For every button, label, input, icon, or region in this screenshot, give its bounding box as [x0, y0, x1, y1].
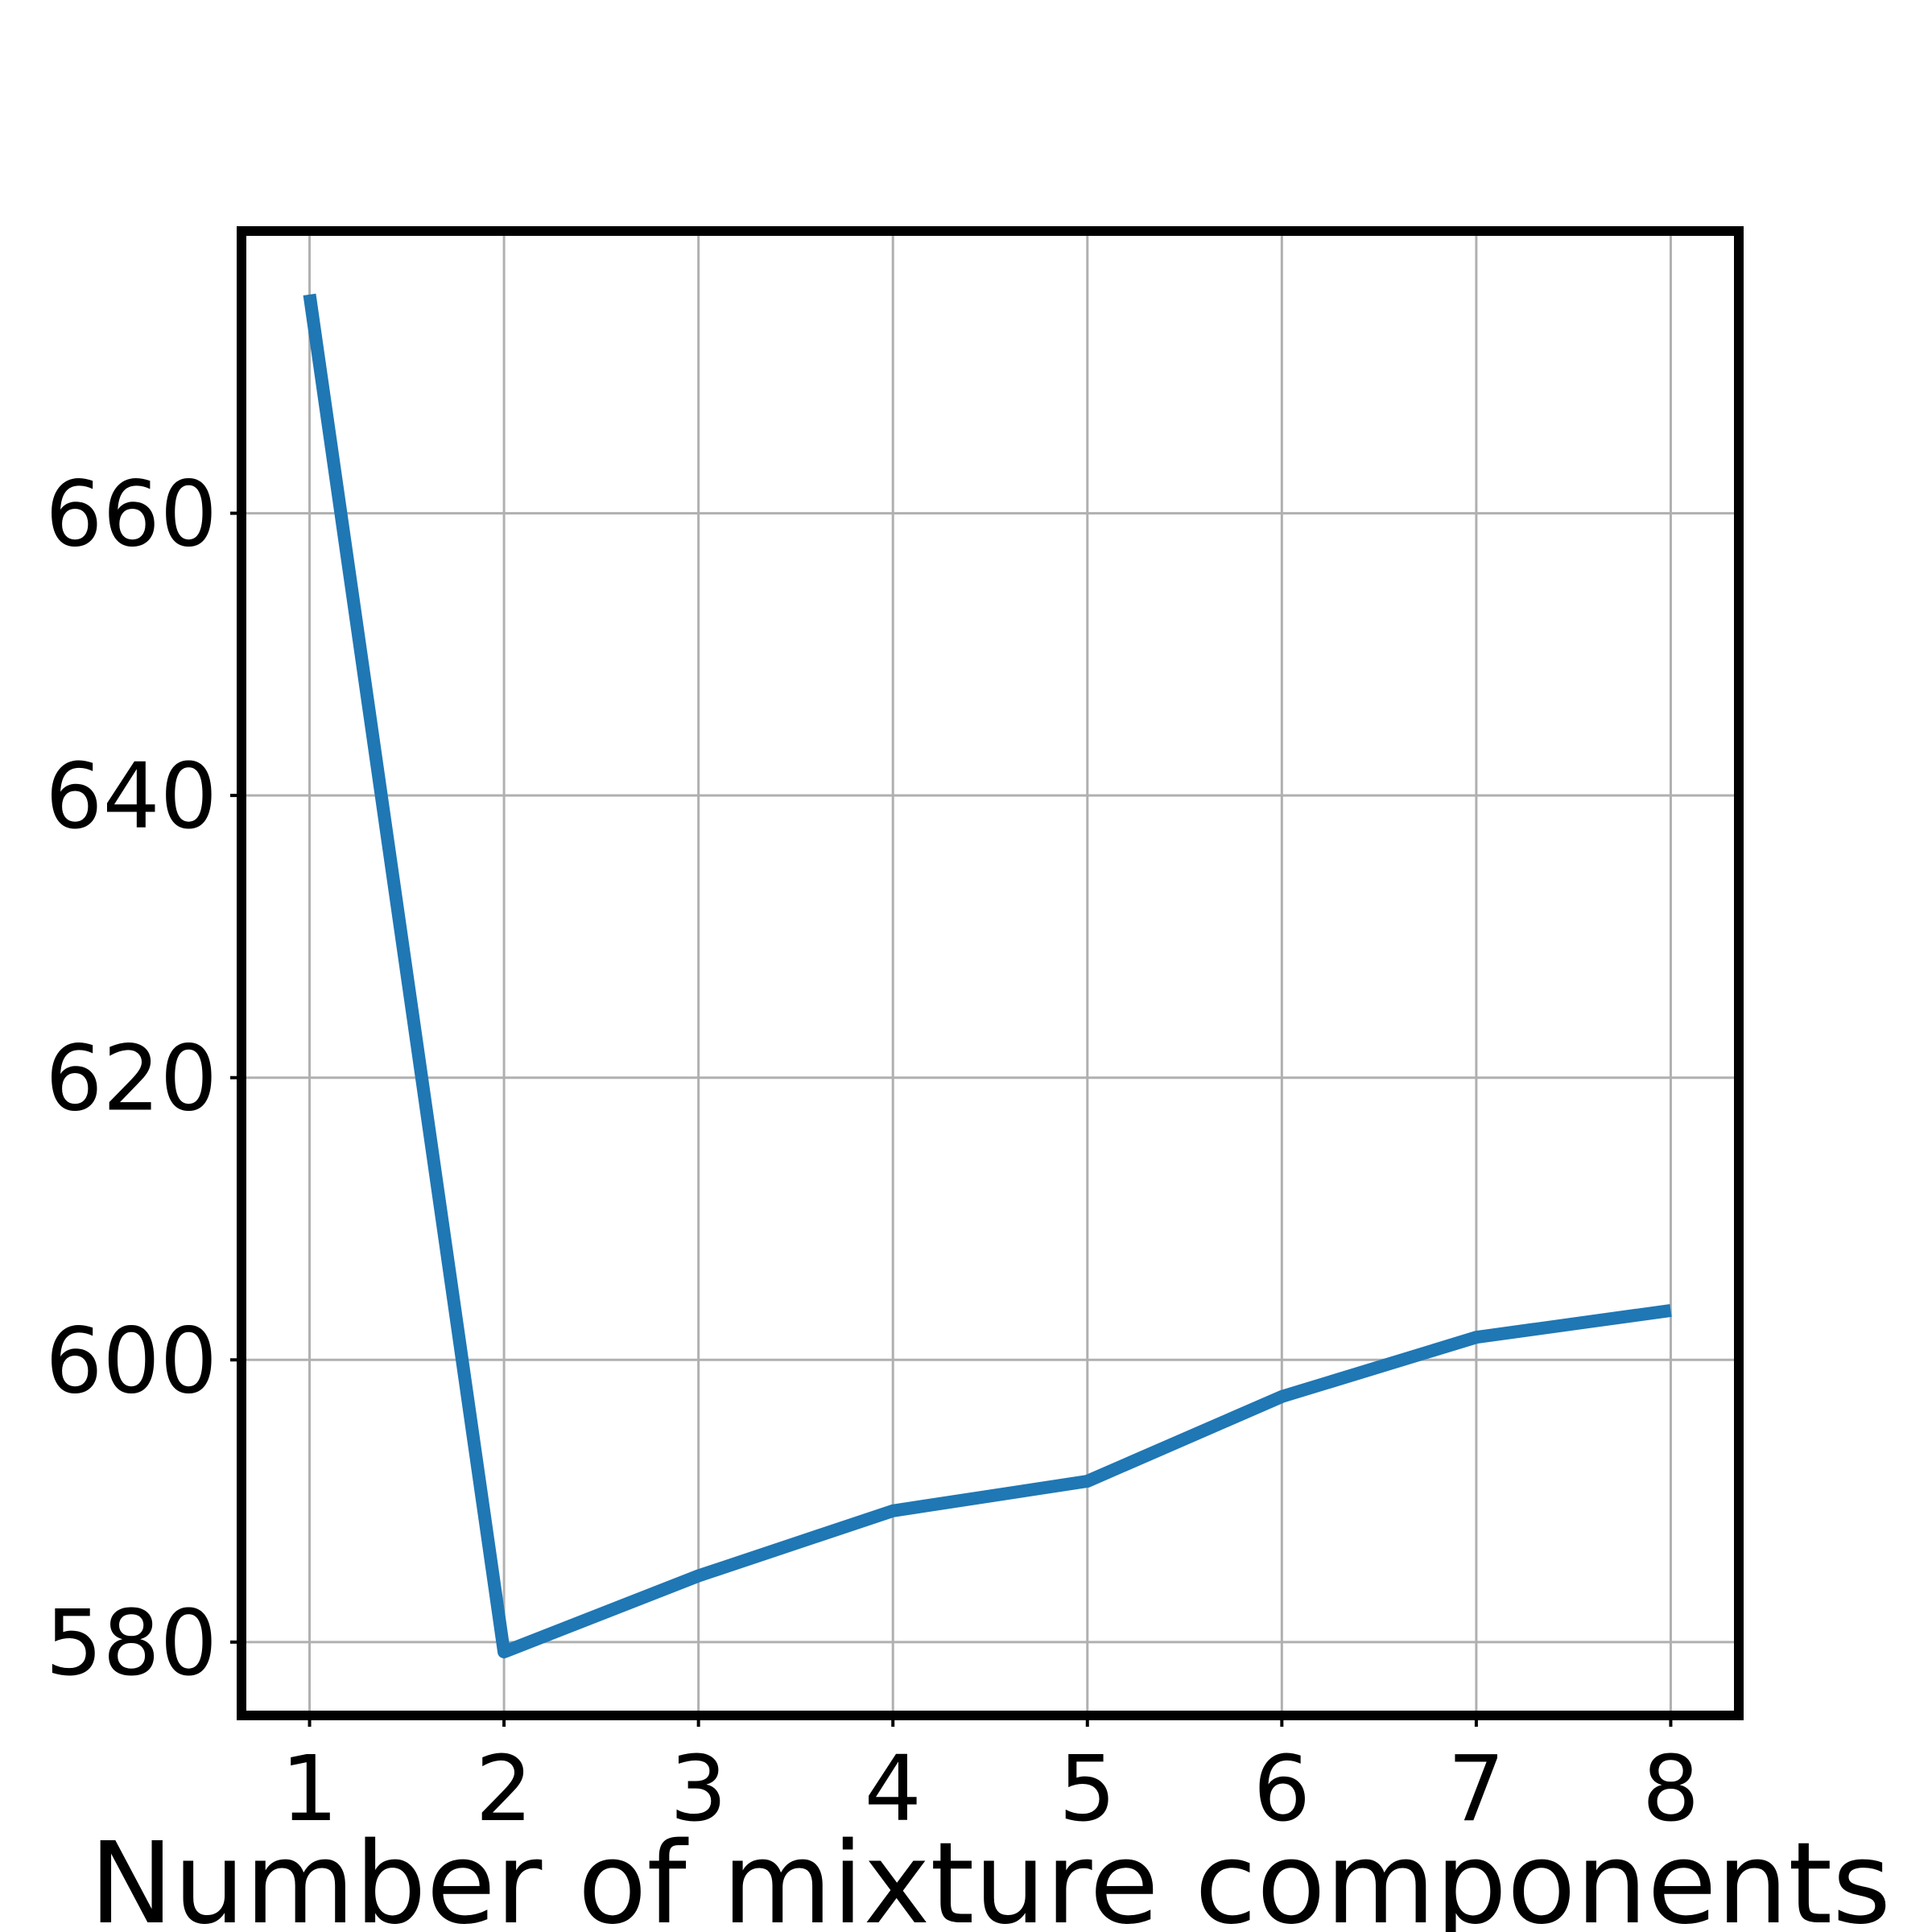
tick-marks	[230, 511, 1673, 1727]
y-tick-label: 660	[45, 463, 217, 568]
grid-lines	[242, 231, 1739, 1715]
x-tick-label: 5	[1059, 1737, 1116, 1842]
x-tick-label: 3	[670, 1737, 727, 1842]
x-tick-label: 7	[1447, 1737, 1505, 1842]
y-tick-label: 580	[45, 1591, 217, 1696]
tick-labels: 1 2 3 4 5 6 7 8 580 600 620 640 660	[45, 463, 1699, 1842]
x-tick-label: 1	[281, 1737, 338, 1842]
x-tick-label: 6	[1253, 1737, 1311, 1842]
y-tick-label: 620	[45, 1027, 217, 1132]
y-tick-label: 600	[45, 1309, 217, 1414]
plot-frame	[237, 226, 1744, 1720]
y-tick-label: 640	[45, 745, 217, 849]
series-line	[303, 293, 1672, 1659]
series-layer	[303, 293, 1672, 1659]
x-tick-label: 8	[1642, 1737, 1699, 1842]
x-axis-title: Number of mixture components	[89, 1818, 1891, 1932]
x-tick-label: 4	[865, 1737, 922, 1842]
x-tick-label: 2	[475, 1737, 532, 1842]
